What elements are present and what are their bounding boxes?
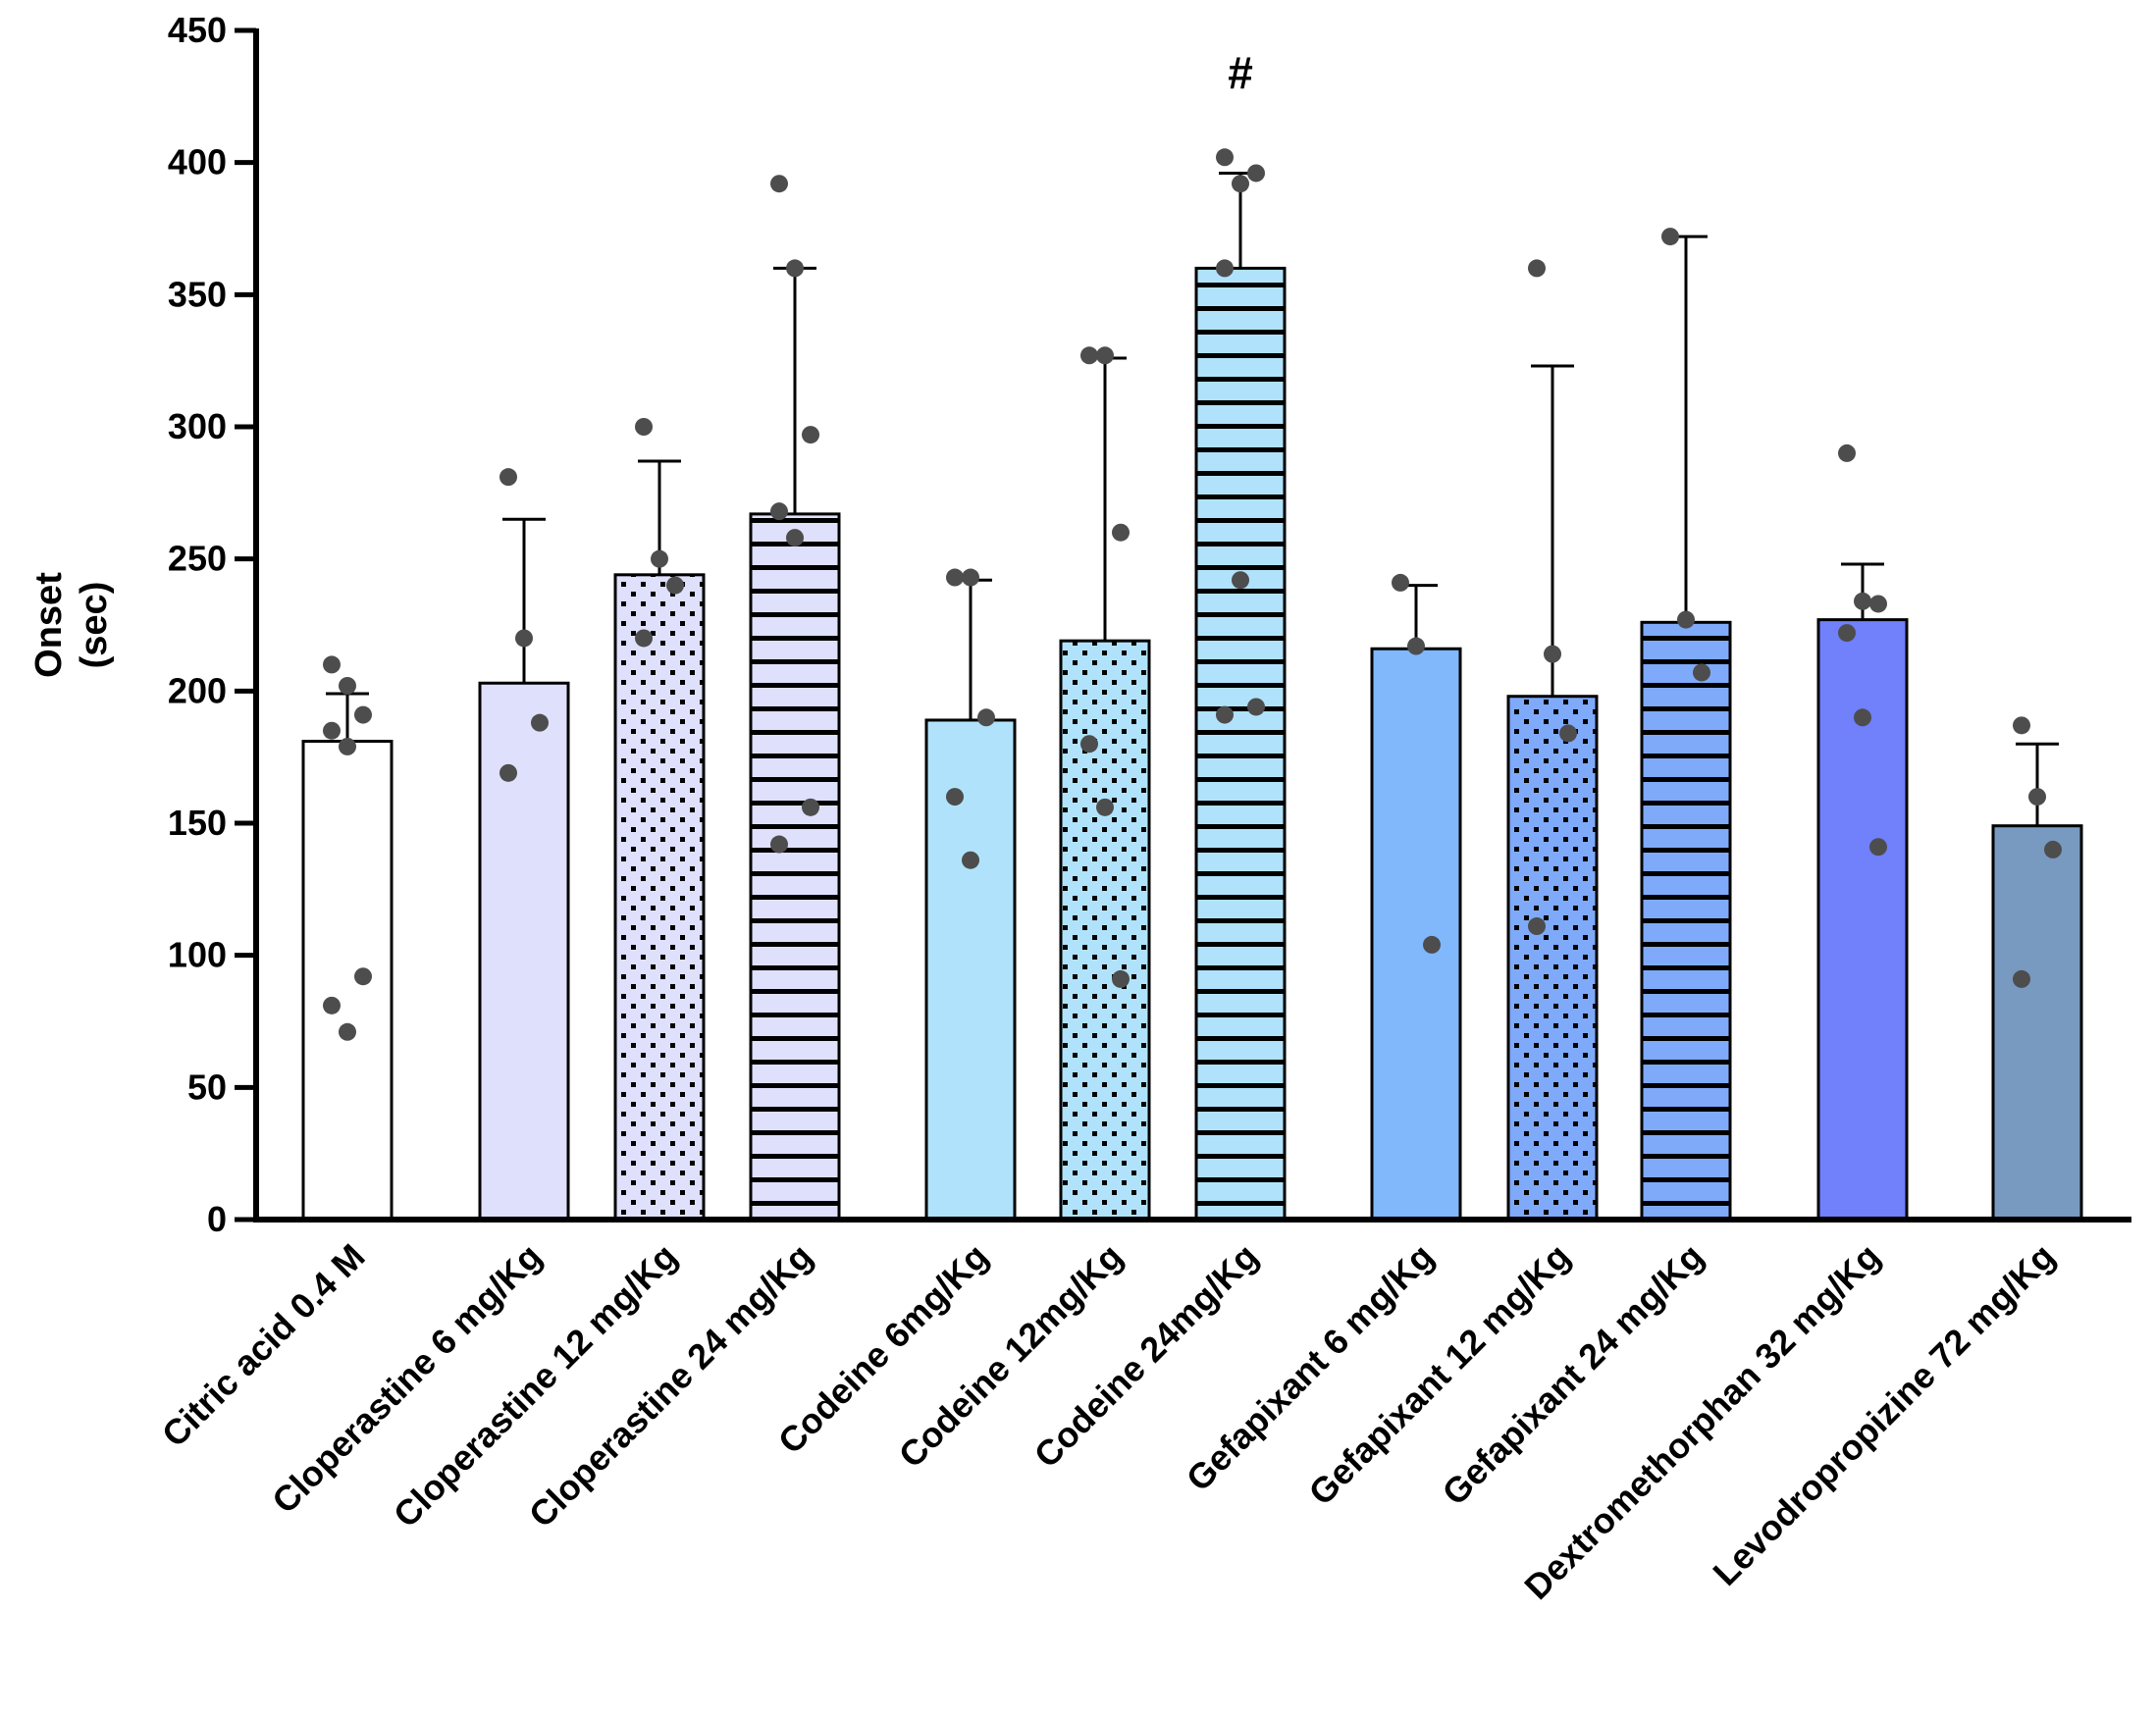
data-point [531,713,549,732]
data-point [1854,592,1871,610]
data-point [1216,259,1234,278]
data-point [1544,645,1561,663]
y-tick-label: 400 [168,142,227,182]
data-point [354,705,372,724]
y-tick-label: 150 [168,803,227,843]
data-point [2028,788,2046,806]
y-tick-label: 100 [168,935,227,975]
data-point [500,468,517,487]
data-point [635,418,653,436]
data-point [962,568,979,587]
bar [1372,649,1460,1220]
data-point [1232,175,1249,193]
data-point [323,721,341,740]
data-point [2044,840,2062,858]
data-point [339,1022,356,1041]
bar [480,683,568,1220]
data-point [339,737,356,755]
bar [926,719,1015,1220]
data-point [1080,735,1098,754]
data-point [1838,624,1856,643]
data-point [1112,969,1130,988]
data-point [1528,259,1546,278]
data-point [770,502,788,521]
x-tick-label: Cloperastine 12 mg/Kg [386,1236,685,1535]
bar-pattern [751,513,839,1220]
data-point [1247,164,1265,182]
bar-pattern [1196,268,1285,1220]
data-point [1423,935,1441,954]
y-tick-label: 350 [168,274,227,314]
data-point [651,549,668,568]
data-point [1661,228,1679,246]
data-point [1838,443,1856,462]
data-point [1112,523,1130,542]
data-point [1528,917,1546,936]
bar [1993,825,2081,1220]
data-point [500,763,517,782]
data-point [962,851,979,869]
data-point [1559,724,1577,743]
data-point [2013,716,2030,735]
data-point [515,629,533,648]
significance-annotation: # [1228,47,1253,98]
bar-pattern [1508,696,1597,1220]
x-tick-label: Cloperastine 24 mg/Kg [521,1236,820,1535]
data-point [946,788,964,806]
data-point [786,529,804,547]
data-point [802,426,819,444]
y-tick-label: 250 [168,539,227,579]
data-point [1407,637,1425,655]
data-point [786,259,804,278]
bar [303,741,392,1220]
x-tick-label: Dextromethorphan 32 mg/Kg [1516,1236,1887,1607]
bar-pattern [1642,622,1730,1220]
data-point [1392,573,1409,592]
bar-pattern [615,574,704,1220]
y-tick-label: 300 [168,406,227,446]
y-axis-label-line1: Onset [28,572,70,678]
data-point [1216,148,1234,167]
data-point [354,967,372,986]
data-point [1693,663,1710,682]
data-point [946,568,964,587]
y-tick-label: 0 [207,1199,227,1239]
data-point [666,576,684,595]
data-point [1096,346,1114,365]
data-point [339,676,356,695]
bar-pattern [1061,641,1149,1220]
x-tick-label: Gefapixant 12 mg/Kg [1300,1236,1577,1513]
data-point [1080,346,1098,365]
y-tick-label: 450 [168,10,227,50]
y-tick-label: 50 [187,1067,227,1107]
data-point [770,835,788,854]
x-tick-label: Levodropropizine 72 mg/Kg [1705,1236,2062,1593]
data-point [1677,610,1695,629]
data-point [802,798,819,816]
data-point [323,996,341,1015]
data-point [1096,798,1114,816]
data-point [635,629,653,648]
data-point [1869,595,1887,613]
data-point [770,175,788,193]
y-tick-label: 200 [168,670,227,710]
x-tick-label: Codeine 12mg/Kg [891,1236,1131,1476]
data-point [1232,571,1249,590]
data-point [2013,969,2030,988]
data-point [1247,698,1265,716]
data-point [1216,705,1234,724]
y-axis-label-line2: (sec) [74,582,115,669]
data-point [1854,708,1871,727]
data-point [977,708,995,727]
data-point [323,655,341,674]
data-point [1869,838,1887,857]
